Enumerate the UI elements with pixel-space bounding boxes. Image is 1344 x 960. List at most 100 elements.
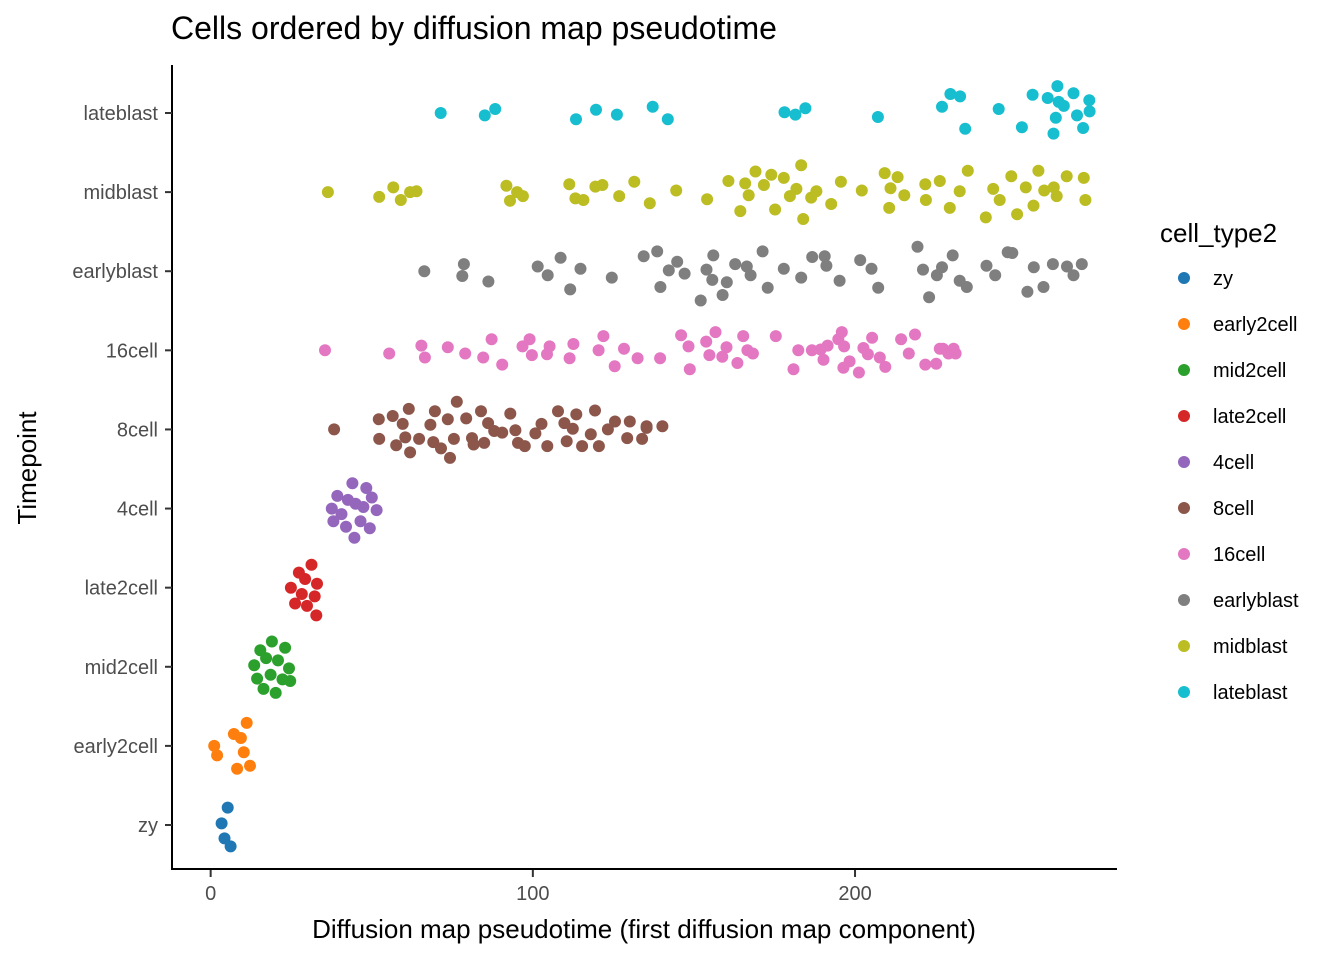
data-point-midblast: [855, 184, 868, 197]
data-point-8cell: [570, 408, 583, 421]
data-point-lateblast: [610, 108, 623, 121]
data-point-earlyblast: [911, 240, 924, 253]
data-point-8cell: [640, 421, 653, 434]
data-point-earlyblast: [541, 269, 554, 282]
data-point-16cell: [737, 330, 750, 343]
data-point-8cell: [589, 404, 601, 417]
legend-key-midblast: [1178, 640, 1190, 652]
data-point-8cell: [529, 427, 542, 440]
data-point-16cell: [817, 353, 830, 366]
data-point-8cell: [404, 446, 417, 459]
data-point-lateblast: [661, 113, 674, 126]
data-point-midblast: [722, 175, 735, 187]
legend-label-midblast: midblast: [1213, 636, 1288, 658]
x-tick-label: 100: [516, 883, 549, 905]
data-point-midblast: [1005, 170, 1018, 183]
data-point-16cell: [838, 340, 851, 353]
data-point-8cell: [386, 410, 399, 422]
data-point-16cell: [731, 357, 744, 369]
data-point-8cell: [441, 413, 454, 426]
legend-label-8cell: 8cell: [1213, 498, 1254, 520]
data-point-4cell: [370, 504, 383, 517]
data-point-16cell: [843, 355, 856, 368]
data-point-late2cell: [311, 577, 323, 590]
legend-key-early2cell: [1178, 318, 1190, 330]
data-point-mid2cell: [279, 641, 292, 654]
plot-panel: [208, 80, 1096, 853]
data-point-lateblast: [1071, 109, 1083, 122]
data-point-4cell: [365, 491, 378, 504]
data-point-earlyblast: [654, 281, 667, 293]
data-point-16cell: [618, 342, 630, 355]
data-point-16cell: [383, 347, 396, 360]
y-tick-label: midblast: [84, 182, 159, 204]
data-point-16cell: [879, 360, 892, 373]
data-point-4cell: [340, 520, 352, 533]
data-point-8cell: [601, 423, 614, 436]
data-point-earlyblast: [456, 270, 469, 282]
data-point-earlyblast: [706, 273, 719, 286]
data-point-8cell: [541, 440, 554, 453]
data-point-midblast: [1077, 171, 1090, 184]
data-point-8cell: [435, 442, 447, 455]
data-point-midblast: [1060, 170, 1073, 183]
data-point-8cell: [402, 402, 415, 415]
data-point-early2cell: [234, 732, 247, 744]
data-point-midblast: [777, 171, 790, 184]
data-point-earlyblast: [917, 263, 929, 276]
data-point-4cell: [346, 477, 359, 490]
data-point-midblast: [387, 181, 400, 194]
data-point-lateblast: [590, 103, 602, 116]
data-point-earlyblast: [960, 281, 973, 293]
data-point-midblast: [321, 186, 334, 199]
data-point-midblast: [628, 175, 641, 188]
data-point-8cell: [428, 405, 441, 418]
data-point-16cell: [459, 347, 472, 360]
data-point-16cell: [477, 351, 490, 364]
data-point-16cell: [895, 333, 908, 346]
data-point-zy: [221, 801, 234, 814]
data-point-earlyblast: [482, 275, 495, 288]
data-point-midblast: [834, 175, 847, 188]
legend-label-early2cell: early2cell: [1213, 314, 1297, 336]
data-point-midblast: [504, 194, 516, 207]
legend-label-zy: zy: [1213, 268, 1233, 290]
data-point-midblast: [943, 201, 956, 214]
data-point-midblast: [749, 165, 762, 178]
y-tick-label: 16cell: [106, 340, 158, 362]
data-point-lateblast: [1057, 99, 1070, 112]
legend-label-earlyblast: earlyblast: [1213, 590, 1299, 612]
data-point-lateblast: [1083, 105, 1096, 118]
data-point-earlyblast: [756, 245, 769, 258]
data-point-earlyblast: [574, 262, 587, 275]
data-point-8cell: [656, 420, 669, 433]
data-point-earlyblast: [554, 251, 567, 264]
data-point-16cell: [861, 348, 874, 361]
data-point-late2cell: [284, 581, 297, 594]
data-point-16cell: [902, 347, 915, 360]
data-point-earlyblast: [720, 276, 733, 289]
data-point-earlyblast: [989, 269, 1002, 282]
data-point-midblast: [596, 179, 609, 191]
data-point-midblast: [739, 177, 752, 190]
data-point-16cell: [930, 357, 943, 370]
x-axis-title: Diffusion map pseudotime (first diffusio…: [312, 914, 976, 944]
data-point-lateblast: [1047, 127, 1060, 140]
data-point-8cell: [475, 405, 487, 418]
data-point-midblast: [919, 194, 932, 206]
data-point-earlyblast: [700, 263, 713, 276]
data-point-earlyblast: [865, 262, 878, 275]
data-point-earlyblast: [1061, 260, 1073, 273]
data-point-lateblast: [570, 113, 582, 126]
data-point-16cell: [873, 351, 886, 364]
data-point-lateblast: [646, 100, 659, 113]
data-point-earlyblast: [1027, 261, 1040, 274]
data-point-midblast: [563, 178, 576, 191]
data-point-8cell: [413, 432, 426, 445]
data-point-16cell: [814, 343, 827, 356]
data-point-mid2cell: [283, 662, 295, 675]
data-point-8cell: [390, 439, 403, 452]
data-point-earlyblast: [872, 281, 885, 294]
legend-key-zy: [1178, 272, 1190, 284]
y-axis-title: Timepoint: [12, 411, 42, 525]
